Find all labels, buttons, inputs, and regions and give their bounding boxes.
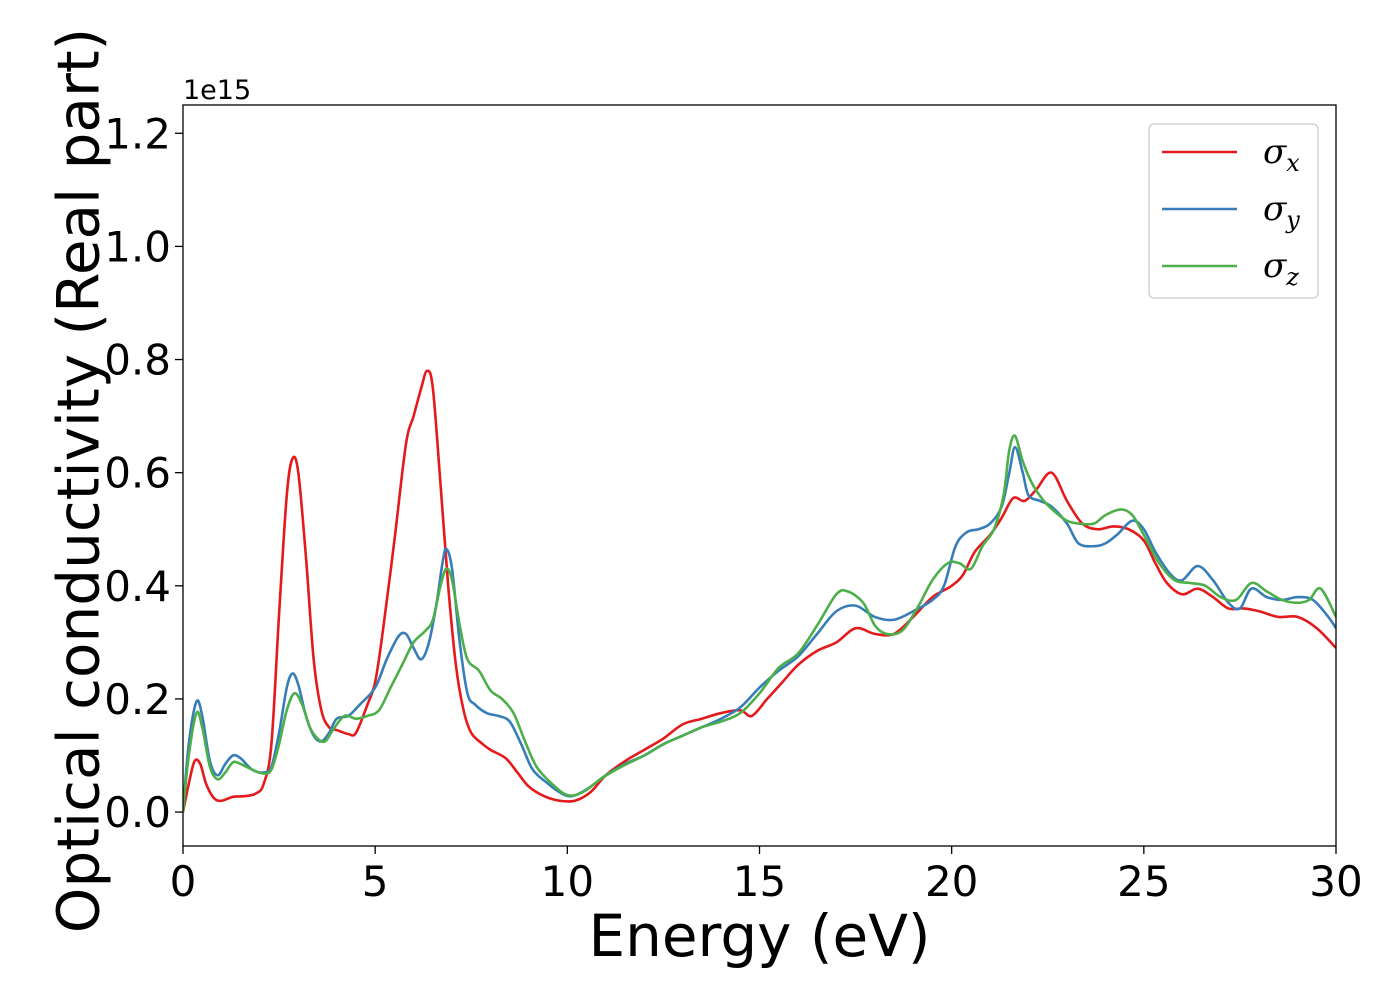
legend-box bbox=[1148, 123, 1319, 299]
y-tick-label: 0.8 bbox=[104, 336, 171, 385]
x-tick-label: 0 bbox=[170, 857, 197, 906]
y-tick-label: 0.6 bbox=[104, 449, 171, 498]
series-line-y bbox=[183, 445, 1336, 813]
x-tick-label: 30 bbox=[1309, 857, 1362, 906]
series-line-z bbox=[183, 434, 1336, 813]
y-tick-label: 1.2 bbox=[104, 109, 171, 158]
x-tick-label: 25 bbox=[1117, 857, 1170, 906]
y-tick-label: 0.4 bbox=[104, 562, 171, 611]
x-tick-label: 10 bbox=[541, 857, 594, 906]
x-tick-label: 15 bbox=[733, 857, 786, 906]
x-tick-label: 20 bbox=[925, 857, 978, 906]
ticks-layer: 0 5 10 15 20 25 30 0.0 0.2 0.4 0.6 0.8 1.0 1.2 bbox=[104, 109, 1363, 906]
x-axis-label: Energy (eV) bbox=[588, 902, 930, 970]
y-tick-label: 1.0 bbox=[104, 222, 171, 271]
y-tick-label: 0.0 bbox=[104, 788, 171, 837]
series-line-x bbox=[183, 369, 1336, 813]
y-tick-label: 0.2 bbox=[104, 675, 171, 724]
y-axis-label: Optical conductivity (Real part) bbox=[44, 28, 112, 933]
y-offset-label: 1e15 bbox=[183, 75, 251, 106]
series-layer bbox=[183, 369, 1336, 813]
x-tick-label: 5 bbox=[362, 857, 389, 906]
